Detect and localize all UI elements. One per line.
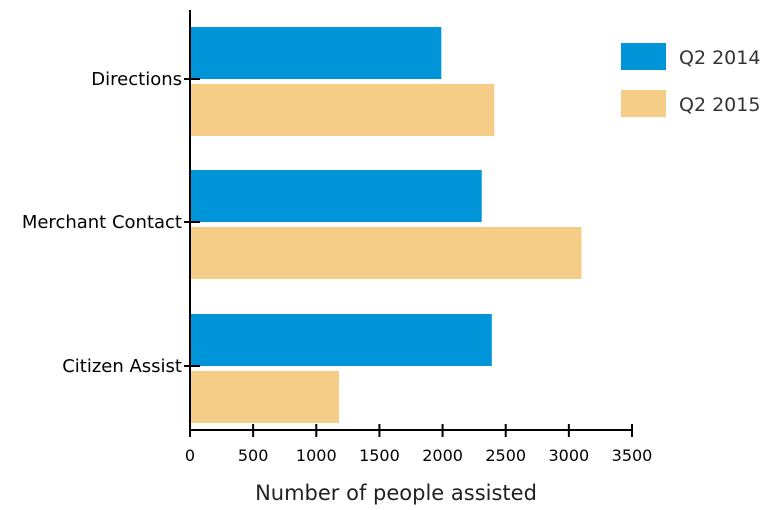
x-tick-label: 2500 bbox=[485, 446, 526, 465]
category-label: Citizen Assist bbox=[62, 356, 182, 377]
bar-directions-q2-2015 bbox=[190, 84, 495, 136]
x-tick-label: 500 bbox=[238, 446, 269, 465]
x-tick-label: 0 bbox=[185, 446, 195, 465]
category-label: Merchant Contact bbox=[22, 212, 182, 233]
x-tick-label: 2000 bbox=[422, 446, 463, 465]
bars-group bbox=[184, 27, 582, 423]
axes-group bbox=[189, 10, 633, 431]
legend-swatch-q2-2014 bbox=[621, 43, 666, 70]
x-tick-label: 1500 bbox=[359, 446, 400, 465]
x-ticks-group: 0 500 1000 1500 2000 2500 3000 3500 bbox=[185, 424, 652, 465]
bar-citizen-assist-q2-2015 bbox=[190, 371, 340, 423]
legend-label: Q2 2015 bbox=[679, 94, 760, 116]
legend-label: Q2 2014 bbox=[679, 47, 760, 69]
x-tick-label: 3000 bbox=[548, 446, 589, 465]
bar-merchant-contact-q2-2014 bbox=[190, 170, 482, 222]
bar-directions-q2-2014 bbox=[190, 27, 442, 79]
x-axis-title: Number of people assisted bbox=[255, 481, 537, 505]
category-label: Directions bbox=[91, 69, 182, 90]
x-tick-label: 1000 bbox=[296, 446, 337, 465]
category-labels-group: Directions Merchant Contact Citizen Assist bbox=[22, 69, 182, 377]
legend: Q2 2014 Q2 2015 bbox=[621, 43, 760, 117]
bar-citizen-assist-q2-2014 bbox=[190, 314, 492, 366]
legend-swatch-q2-2015 bbox=[621, 90, 666, 117]
bar-merchant-contact-q2-2015 bbox=[190, 227, 582, 279]
x-tick-label: 3500 bbox=[612, 446, 653, 465]
